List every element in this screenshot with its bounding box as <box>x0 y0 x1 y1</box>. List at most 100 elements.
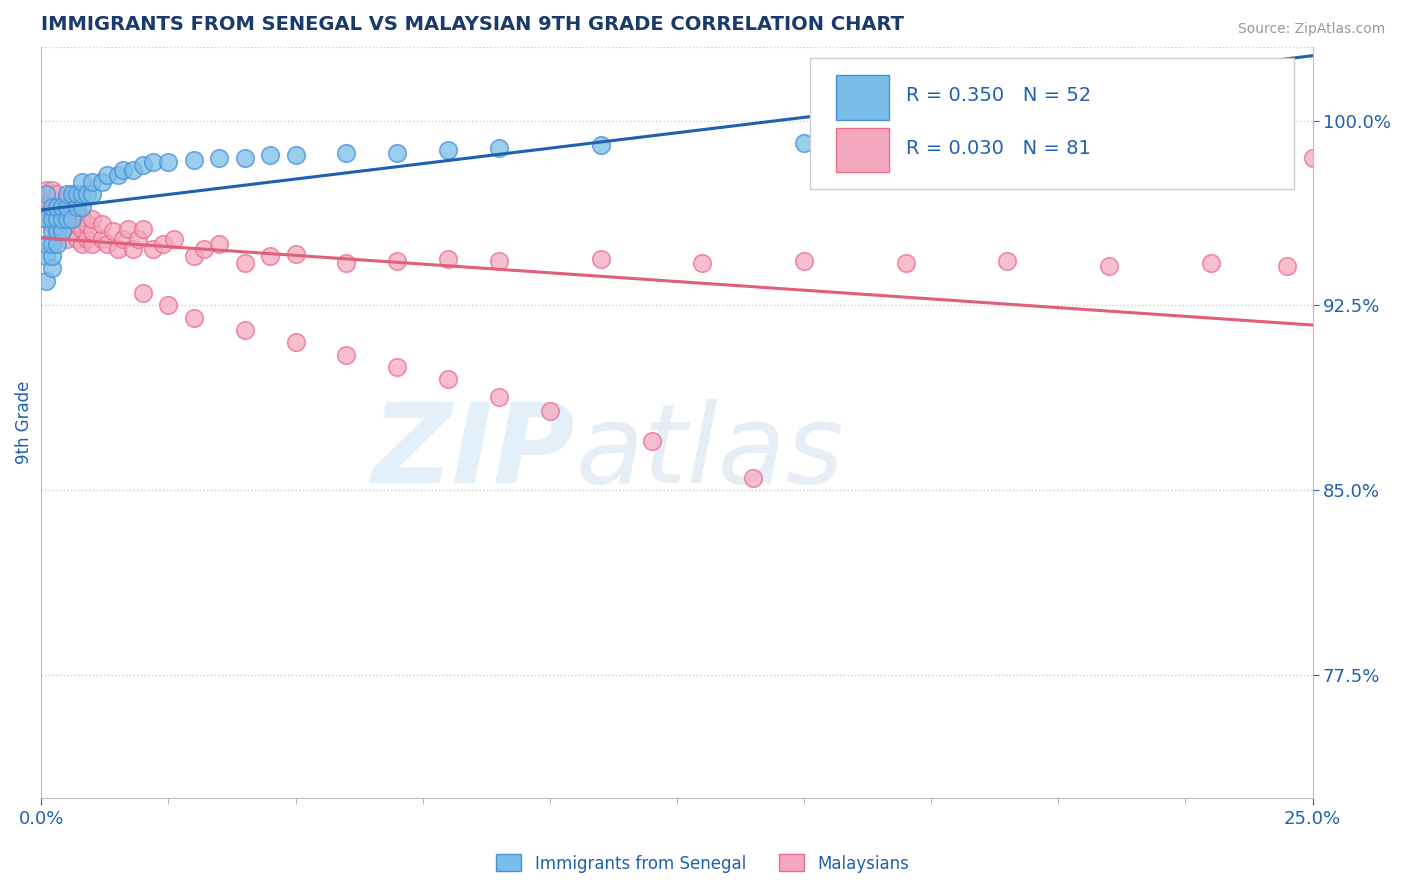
Point <box>45 224 67 238</box>
Point <box>45 187 67 202</box>
Point <box>157 298 180 312</box>
Point <box>66 204 89 219</box>
Point <box>82 236 104 251</box>
Point <box>70 210 93 224</box>
Point <box>387 359 409 374</box>
Point <box>538 404 561 418</box>
Point <box>66 232 89 246</box>
Point <box>437 372 460 386</box>
Point <box>132 286 155 301</box>
Point <box>51 224 73 238</box>
Point <box>284 335 307 350</box>
Text: IMMIGRANTS FROM SENEGAL VS MALAYSIAN 9TH GRADE CORRELATION CHART: IMMIGRANTS FROM SENEGAL VS MALAYSIAN 9TH… <box>41 15 904 34</box>
Point <box>35 212 58 227</box>
Point <box>66 187 89 202</box>
Point <box>76 217 98 231</box>
Point <box>66 217 89 231</box>
Point <box>793 254 815 268</box>
Point <box>335 145 357 160</box>
Point <box>41 249 63 263</box>
Point <box>284 148 307 162</box>
Point <box>55 193 77 207</box>
Point <box>35 249 58 263</box>
Point <box>41 217 63 231</box>
Point <box>35 200 58 214</box>
Point <box>35 183 58 197</box>
Point <box>488 141 510 155</box>
Point <box>1098 259 1121 273</box>
Point <box>387 145 409 160</box>
Point <box>82 175 104 189</box>
Point <box>335 348 357 362</box>
Text: ZIP: ZIP <box>371 399 575 506</box>
Point <box>70 236 93 251</box>
Point <box>793 136 815 150</box>
Point <box>132 158 155 172</box>
Point <box>127 232 149 246</box>
Point <box>157 155 180 169</box>
Point <box>45 200 67 214</box>
Point <box>259 249 281 263</box>
Point <box>35 193 58 207</box>
Point <box>45 212 67 227</box>
Y-axis label: 9th Grade: 9th Grade <box>15 381 32 464</box>
Point <box>66 200 89 214</box>
Point <box>335 256 357 270</box>
Point <box>91 232 114 246</box>
Point <box>35 274 58 288</box>
Point <box>41 261 63 276</box>
Point <box>41 224 63 238</box>
Point <box>51 212 73 227</box>
Point <box>233 256 256 270</box>
Point <box>132 222 155 236</box>
Point <box>152 236 174 251</box>
Text: R = 0.350   N = 52: R = 0.350 N = 52 <box>905 86 1091 105</box>
Point <box>82 224 104 238</box>
Point <box>894 256 917 270</box>
Point <box>76 187 98 202</box>
Point <box>589 252 612 266</box>
Point <box>55 200 77 214</box>
Point <box>742 471 765 485</box>
Point <box>55 212 77 227</box>
Point <box>1302 151 1324 165</box>
Point <box>488 390 510 404</box>
Point <box>60 212 83 227</box>
Point <box>45 200 67 214</box>
Point <box>41 236 63 251</box>
Point <box>35 212 58 227</box>
Point <box>82 187 104 202</box>
Point <box>91 217 114 231</box>
Point <box>55 232 77 246</box>
Point <box>51 224 73 238</box>
Point <box>70 187 93 202</box>
Point <box>96 236 118 251</box>
Point <box>111 232 134 246</box>
Point <box>60 200 83 214</box>
Point <box>121 242 143 256</box>
Point <box>162 232 184 246</box>
Point <box>41 200 63 214</box>
Point <box>233 323 256 337</box>
Point <box>35 236 58 251</box>
Point <box>76 232 98 246</box>
Point <box>183 153 205 167</box>
Text: atlas: atlas <box>575 399 844 506</box>
Text: R = 0.030   N = 81: R = 0.030 N = 81 <box>905 138 1091 158</box>
Point <box>107 168 129 182</box>
Point <box>437 252 460 266</box>
Point <box>997 254 1019 268</box>
Point <box>142 155 165 169</box>
Point <box>60 187 83 202</box>
FancyBboxPatch shape <box>810 58 1294 189</box>
Point <box>107 242 129 256</box>
Point <box>233 151 256 165</box>
Point <box>41 212 63 227</box>
Point <box>387 254 409 268</box>
Point <box>41 200 63 214</box>
Point <box>589 138 612 153</box>
Point <box>51 200 73 214</box>
Point <box>60 212 83 227</box>
Point <box>1199 256 1222 270</box>
Point <box>1275 259 1298 273</box>
